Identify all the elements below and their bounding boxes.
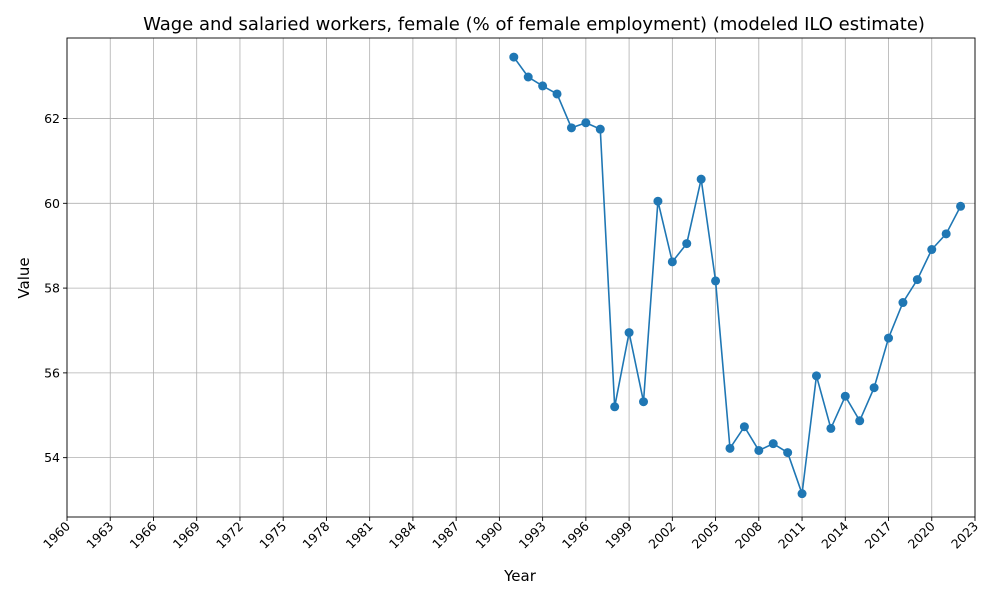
data-point xyxy=(639,397,649,407)
data-point xyxy=(566,123,576,133)
grid-lines xyxy=(66,38,976,517)
data-point xyxy=(509,52,519,62)
data-point xyxy=(826,423,836,433)
y-tick-label: 54 xyxy=(44,450,60,465)
x-tick-label: 1969 xyxy=(170,518,203,551)
x-tick-label: 2005 xyxy=(689,519,722,552)
data-point xyxy=(941,229,951,239)
x-tick-label: 1993 xyxy=(516,519,549,552)
x-tick-label: 1963 xyxy=(83,519,116,552)
x-tick-label: 1984 xyxy=(386,518,419,551)
x-tick-label: 1978 xyxy=(299,518,332,551)
data-point xyxy=(884,333,894,343)
data-point xyxy=(840,391,850,401)
data-point xyxy=(768,439,778,449)
data-point xyxy=(610,402,620,412)
x-tick-label: 2017 xyxy=(862,519,895,552)
x-tick-label: 1999 xyxy=(602,518,635,551)
data-point xyxy=(956,201,966,211)
x-tick-label: 1960 xyxy=(40,518,73,551)
x-tick-label: 1987 xyxy=(429,519,462,552)
data-point xyxy=(667,257,677,267)
x-tick-label: 2020 xyxy=(905,518,938,551)
data-point xyxy=(797,489,807,499)
series-line xyxy=(513,56,962,494)
x-tick-label: 2014 xyxy=(818,518,851,551)
y-tick-label: 62 xyxy=(44,111,60,126)
axis-ticks: 1960 1963 1966 1969 1972 1975 1978 1981 1984 1987… xyxy=(40,111,981,552)
data-point xyxy=(552,89,562,99)
x-tick-label: 2008 xyxy=(732,518,765,551)
data-point xyxy=(912,275,922,285)
data-point xyxy=(696,174,706,184)
data-point xyxy=(725,443,735,453)
data-point xyxy=(595,124,605,134)
data-point xyxy=(739,422,749,432)
x-tick-label: 1981 xyxy=(343,519,376,552)
data-point xyxy=(653,196,663,206)
y-tick-label: 56 xyxy=(44,365,60,380)
x-tick-label: 1996 xyxy=(559,518,592,551)
data-point xyxy=(898,298,908,308)
plot-frame xyxy=(66,37,976,518)
x-tick-label: 2023 xyxy=(948,519,981,552)
data-point xyxy=(869,383,879,393)
y-tick-label: 60 xyxy=(44,196,60,211)
chart-title: Wage and salaried workers, female (% of … xyxy=(143,14,925,35)
data-point xyxy=(927,245,937,255)
data-point xyxy=(523,72,533,82)
data-point xyxy=(711,276,721,286)
x-tick-label: 2002 xyxy=(645,519,678,552)
data-point xyxy=(581,118,591,128)
data-point xyxy=(754,445,764,455)
y-tick-label: 58 xyxy=(44,281,60,296)
x-axis-label: Year xyxy=(503,567,537,585)
data-point xyxy=(811,371,821,381)
x-tick-label: 1990 xyxy=(472,518,505,551)
data-point xyxy=(783,448,793,458)
data-point xyxy=(624,328,634,338)
data-point xyxy=(538,81,548,91)
series xyxy=(509,52,966,499)
data-point xyxy=(682,239,692,249)
y-axis-label: Value xyxy=(15,257,33,298)
x-tick-label: 1972 xyxy=(213,519,246,552)
x-tick-label: 1975 xyxy=(256,519,289,552)
data-point xyxy=(855,416,865,426)
x-tick-label: 2011 xyxy=(775,519,808,552)
x-tick-label: 1966 xyxy=(126,518,159,551)
